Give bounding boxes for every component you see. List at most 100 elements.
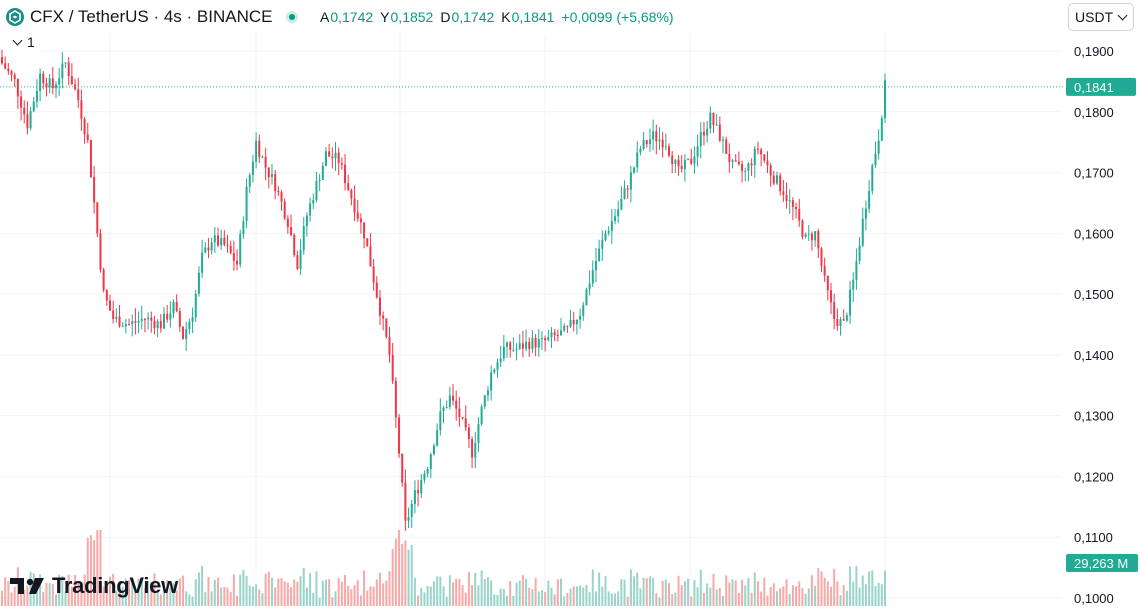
- volume-bar: [820, 571, 823, 606]
- candle: [67, 57, 70, 86]
- candle: [633, 166, 636, 174]
- volume-bar: [585, 584, 588, 606]
- candle: [601, 230, 604, 261]
- candle: [270, 163, 273, 185]
- candle: [334, 141, 337, 171]
- volume-bar: [10, 592, 13, 606]
- candle: [594, 247, 597, 283]
- volume-bar: [216, 577, 219, 606]
- volume-bar: [788, 594, 791, 606]
- volume-bar: [7, 581, 10, 606]
- volume-bar: [29, 571, 32, 606]
- volume-bar: [706, 583, 709, 606]
- candle: [525, 329, 528, 352]
- volume-bar: [248, 585, 251, 606]
- candle: [566, 325, 569, 333]
- candle: [884, 73, 886, 123]
- volume-bar: [804, 593, 807, 606]
- candle: [108, 295, 111, 311]
- candle: [13, 72, 16, 87]
- volume-bar: [810, 575, 813, 606]
- currency-select[interactable]: USDT: [1068, 3, 1134, 31]
- volume-bar: [159, 594, 162, 606]
- candle: [664, 133, 667, 151]
- candle: [191, 307, 194, 334]
- volume-bar: [169, 587, 172, 606]
- volume-bar: [175, 590, 178, 606]
- candle: [706, 120, 709, 143]
- ohlc-legend: A 0,1742 Y 0,1852 D 0,1742 K 0,1841 +0,0…: [320, 9, 681, 25]
- volume-bar: [229, 591, 232, 606]
- volume-bar: [394, 538, 397, 606]
- candle: [779, 172, 782, 196]
- volume-bar: [868, 571, 871, 606]
- volume-bar: [64, 591, 67, 606]
- volume-bar: [461, 585, 464, 606]
- volume-bar: [194, 579, 197, 606]
- candle: [534, 333, 537, 357]
- candle: [604, 230, 607, 242]
- volume-bar: [674, 592, 677, 606]
- candle: [575, 319, 578, 335]
- candle: [175, 294, 178, 313]
- volume-bar: [871, 570, 874, 606]
- candle: [353, 185, 356, 221]
- candle: [74, 78, 77, 91]
- currency-label: USDT: [1075, 9, 1114, 25]
- volume-bar: [290, 587, 293, 606]
- candle: [10, 70, 13, 82]
- candle: [467, 423, 470, 449]
- volume-bar: [855, 566, 858, 606]
- candle: [201, 239, 204, 278]
- candle: [480, 404, 483, 426]
- volume-bar: [575, 586, 578, 606]
- volume-bar: [858, 587, 861, 606]
- candle: [340, 157, 343, 170]
- volume-bar: [486, 577, 489, 606]
- volume-bar: [77, 582, 80, 606]
- volume-bar: [321, 580, 324, 606]
- candle: [880, 115, 883, 142]
- volume-bar: [420, 587, 423, 606]
- candle: [242, 216, 245, 239]
- volume-bar: [58, 574, 61, 606]
- volume-bar: [318, 597, 321, 606]
- candle: [356, 199, 359, 222]
- candle: [321, 162, 324, 180]
- candle: [404, 469, 407, 531]
- volume-bar: [4, 577, 7, 606]
- symbol-title[interactable]: CFX / TetherUS · 4s · BINANCE: [30, 7, 273, 26]
- tradingview-logo[interactable]: TradingView: [10, 573, 178, 599]
- price-axis[interactable]: 0,1900 0,1800 0,1700 0,1600 0,1500 0,1400 0,13…: [1074, 44, 1114, 606]
- candle: [655, 124, 658, 155]
- candle: [728, 143, 731, 173]
- volume-bar: [722, 595, 725, 606]
- volume-bar: [645, 578, 648, 606]
- candle: [54, 81, 57, 99]
- volume-bar: [779, 588, 782, 606]
- candle: [337, 147, 340, 176]
- candle: [267, 167, 270, 189]
- candle: [369, 233, 372, 267]
- candle: [302, 217, 305, 255]
- candle: [124, 319, 127, 334]
- candle: [830, 282, 833, 315]
- tradingview-logo-icon: [10, 578, 44, 594]
- last-price-label: 0,1841: [1066, 77, 1136, 96]
- volume-bar: [255, 584, 258, 606]
- candle: [814, 231, 817, 247]
- y-tick-label: 0,1400: [1074, 348, 1114, 363]
- candle: [550, 327, 553, 348]
- candle: [715, 113, 718, 126]
- candle: [363, 222, 366, 249]
- volume-bar: [70, 586, 73, 606]
- candle: [102, 267, 105, 293]
- legend-collapse-button[interactable]: 1: [8, 32, 42, 52]
- volume-bar: [690, 596, 693, 606]
- volume-bar: [836, 581, 839, 606]
- candle: [232, 240, 235, 271]
- candle: [471, 436, 474, 469]
- cfx-logo-icon[interactable]: [6, 8, 24, 26]
- candle: [506, 341, 509, 358]
